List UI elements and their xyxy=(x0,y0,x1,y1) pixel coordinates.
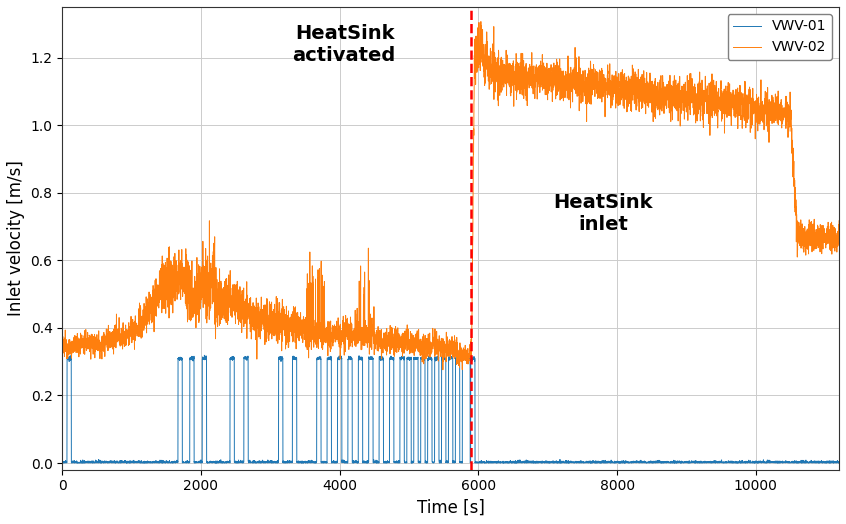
Text: HeatSink
activated: HeatSink activated xyxy=(292,24,395,65)
VWV-02 xyxy=(437,367,448,373)
Y-axis label: Inlet velocity [m/s]: Inlet velocity [m/s] xyxy=(7,160,25,316)
VWV-02 xyxy=(475,18,486,25)
VWV-01 xyxy=(182,457,192,464)
VWV-02 xyxy=(834,217,844,224)
VWV-02 xyxy=(136,325,146,331)
VWV-01 xyxy=(382,459,393,465)
VWV-01 xyxy=(336,355,346,362)
VWV-01 xyxy=(709,457,719,464)
VWV-02 xyxy=(336,332,346,339)
VWV-01 xyxy=(515,460,525,466)
Line: VWV-01: VWV-01 xyxy=(63,355,839,463)
Text: HeatSink
inlet: HeatSink inlet xyxy=(553,193,653,234)
VWV-02 xyxy=(382,342,393,348)
VWV-02 xyxy=(709,111,719,117)
VWV-02 xyxy=(182,277,192,283)
Legend: VWV-01, VWV-02: VWV-01, VWV-02 xyxy=(728,14,832,60)
VWV-02 xyxy=(515,74,525,81)
VWV-01 xyxy=(834,460,844,466)
VWV-02 xyxy=(58,344,68,351)
X-axis label: Time [s]: Time [s] xyxy=(417,499,485,517)
VWV-01 xyxy=(58,460,68,466)
VWV-01 xyxy=(122,460,132,466)
VWV-01 xyxy=(200,352,210,358)
Line: VWV-02: VWV-02 xyxy=(63,21,839,370)
VWV-01 xyxy=(137,460,147,466)
